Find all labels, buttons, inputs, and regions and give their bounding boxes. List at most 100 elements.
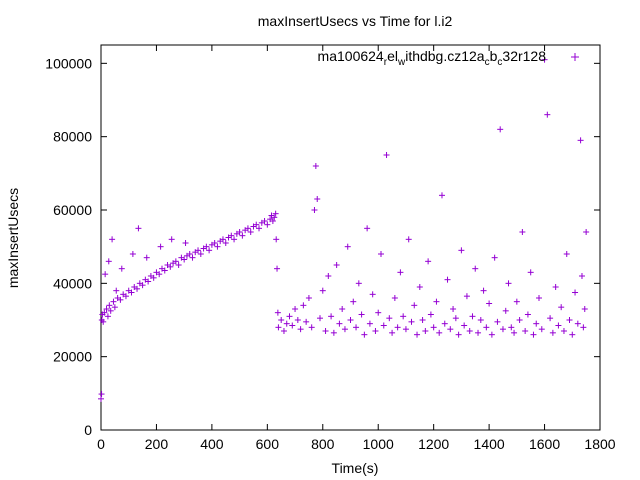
data-point [135, 225, 142, 232]
legend: ma100624relwithdbg.cz12acbc32r128 [318, 48, 579, 68]
data-point [402, 326, 409, 333]
scatter-points [98, 56, 590, 402]
data-point [574, 320, 581, 327]
data-point [172, 258, 179, 265]
data-point [483, 324, 490, 331]
data-point [536, 295, 543, 301]
data-point [580, 324, 587, 331]
data-point [361, 331, 368, 338]
y-tick-label: 40000 [53, 275, 92, 291]
data-point [186, 251, 193, 257]
data-point [333, 262, 340, 268]
data-point [538, 326, 545, 333]
data-point [386, 315, 393, 322]
data-point [488, 331, 495, 338]
data-point [253, 221, 260, 228]
data-point [375, 309, 382, 316]
data-point [389, 329, 396, 336]
data-point [438, 192, 445, 199]
data-point [430, 324, 437, 331]
data-point [113, 287, 120, 294]
data-point [111, 304, 118, 311]
x-tick-label: 200 [145, 436, 169, 452]
data-point [366, 320, 373, 327]
data-point [181, 256, 188, 263]
data-point [524, 311, 531, 318]
data-point [264, 221, 271, 228]
data-point [422, 328, 429, 334]
chart-title: maxInsertUsecs vs Time for l.i2 [258, 13, 453, 29]
data-point [134, 285, 141, 292]
x-tick-label: 1000 [363, 436, 394, 452]
y-tick-label: 80000 [53, 129, 92, 145]
data-point [555, 322, 562, 329]
data-point [350, 298, 357, 305]
data-point [572, 289, 579, 296]
x-axis-label: Time(s) [332, 460, 379, 476]
x-tick-label: 800 [311, 436, 335, 452]
y-tick-label: 20000 [53, 349, 92, 365]
data-point [189, 254, 196, 261]
data-point [305, 295, 312, 301]
data-point [118, 265, 125, 272]
data-point [103, 306, 110, 312]
data-point [414, 331, 421, 338]
data-point [552, 284, 559, 290]
data-point [206, 247, 213, 254]
data-point [150, 274, 157, 281]
data-point [477, 317, 484, 323]
data-point [372, 328, 379, 334]
data-point [143, 254, 150, 261]
data-point [128, 289, 135, 296]
data-point [292, 306, 299, 312]
data-point [583, 229, 590, 235]
data-point [247, 229, 254, 235]
data-point [109, 236, 116, 243]
data-point [244, 225, 251, 232]
data-point [272, 210, 279, 217]
data-point [475, 329, 482, 336]
data-point [300, 302, 307, 309]
data-point [101, 309, 108, 316]
data-point [107, 307, 114, 314]
data-point [341, 326, 348, 333]
data-point [274, 265, 281, 272]
data-point [145, 278, 152, 285]
data-point [297, 326, 304, 333]
data-point [358, 311, 365, 318]
data-point [541, 56, 548, 63]
data-point [433, 298, 440, 305]
data-point [161, 267, 168, 274]
data-point [522, 328, 529, 334]
data-point [195, 247, 202, 254]
data-point [466, 328, 473, 334]
data-point [447, 326, 454, 333]
data-point [312, 163, 319, 169]
data-point [256, 225, 263, 232]
x-tick-label: 1200 [418, 436, 449, 452]
data-point [203, 243, 210, 250]
data-point [502, 307, 509, 314]
data-point [444, 276, 451, 283]
data-point [513, 298, 520, 305]
data-point [168, 236, 175, 243]
x-tick-label: 600 [256, 436, 280, 452]
data-point [289, 322, 296, 329]
data-point [228, 232, 235, 239]
data-point [578, 273, 585, 279]
data-point [231, 236, 238, 243]
data-point [314, 196, 321, 202]
data-point [511, 329, 518, 336]
data-point [175, 262, 182, 268]
data-point [547, 315, 554, 322]
data-point [271, 214, 278, 221]
data-point [330, 329, 337, 336]
x-tick-label: 1600 [529, 436, 560, 452]
data-point [505, 280, 512, 287]
data-point [458, 247, 465, 254]
data-point [117, 296, 124, 303]
y-tick-label: 100000 [45, 55, 92, 71]
data-point [275, 324, 282, 331]
data-point [273, 236, 280, 243]
data-point [419, 317, 426, 323]
